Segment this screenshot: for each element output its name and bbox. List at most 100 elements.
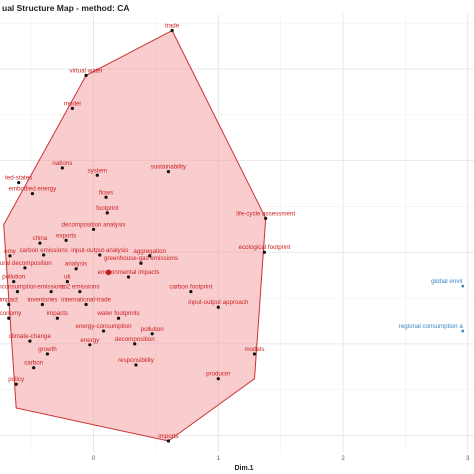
data-point bbox=[32, 366, 36, 370]
point-label: trade bbox=[165, 22, 180, 29]
data-point bbox=[45, 352, 50, 356]
point-label: policy bbox=[8, 376, 25, 383]
point-label: ecological footprint bbox=[239, 244, 291, 251]
data-point bbox=[170, 28, 174, 33]
chart-title: ual Structure Map - method: CA bbox=[2, 3, 130, 13]
point-label: aggregation bbox=[133, 248, 166, 255]
data-point bbox=[7, 316, 11, 320]
data-point bbox=[105, 211, 109, 215]
data-point bbox=[49, 290, 53, 294]
data-point bbox=[70, 106, 74, 110]
data-point bbox=[150, 332, 154, 336]
data-point bbox=[461, 284, 465, 288]
data-point bbox=[189, 290, 193, 294]
data-point bbox=[60, 166, 64, 170]
data-point bbox=[116, 316, 121, 320]
point-label: footprint bbox=[96, 205, 119, 212]
point-label: tural decomposition bbox=[0, 260, 52, 267]
point-label: models bbox=[244, 346, 264, 353]
point-label: growth bbox=[38, 346, 57, 353]
data-point bbox=[23, 266, 27, 270]
point-label: environmental impacts bbox=[98, 269, 160, 276]
data-point bbox=[216, 377, 220, 381]
point-label: imports bbox=[158, 433, 178, 440]
data-point bbox=[134, 363, 138, 367]
point-label: virtual water bbox=[69, 67, 102, 74]
data-point bbox=[262, 250, 267, 254]
data-point bbox=[55, 316, 59, 320]
point-label: uk bbox=[64, 274, 71, 281]
data-point bbox=[104, 195, 108, 199]
point-label: greenhouse-gas emissions bbox=[104, 255, 178, 262]
point-label: system bbox=[87, 167, 107, 174]
data-point bbox=[84, 73, 88, 77]
point-label: economy bbox=[0, 310, 22, 317]
point-label: carbon bbox=[24, 360, 43, 367]
data-point bbox=[148, 254, 152, 258]
point-label: china bbox=[33, 235, 48, 242]
data-point bbox=[139, 261, 143, 265]
data-point bbox=[133, 342, 137, 346]
point-label: decomposition analysis bbox=[62, 221, 126, 228]
point-label: flows bbox=[99, 189, 113, 196]
point-label: decomposition bbox=[115, 336, 155, 343]
data-point bbox=[264, 216, 268, 220]
point-label: nconsumption bbox=[0, 284, 37, 291]
point-label: water footprints bbox=[96, 310, 139, 317]
data-point bbox=[91, 227, 96, 231]
point-label: carbon footprint bbox=[169, 284, 212, 291]
data-point bbox=[17, 181, 21, 185]
point-label: international-trade bbox=[61, 296, 111, 303]
data-point bbox=[216, 305, 220, 309]
point-label: model bbox=[64, 100, 81, 107]
point-label: inventories bbox=[27, 296, 57, 303]
point-label: global envir bbox=[431, 278, 463, 285]
cluster-1-hull bbox=[3, 29, 267, 442]
point-label: nations bbox=[52, 160, 72, 167]
data-point bbox=[28, 339, 32, 343]
data-point bbox=[64, 238, 68, 242]
x-tick-label: 3 bbox=[466, 456, 470, 462]
data-point bbox=[42, 253, 46, 257]
data-point bbox=[12, 279, 16, 284]
point-label: life-cycle assessment bbox=[236, 210, 295, 217]
point-label: analysis bbox=[65, 261, 87, 268]
point-label: regional consumption a bbox=[399, 323, 464, 330]
point-label: omy bbox=[4, 248, 17, 255]
cluster-centroid bbox=[105, 269, 112, 276]
point-label: exports bbox=[56, 232, 76, 239]
data-point bbox=[8, 254, 12, 258]
data-point bbox=[14, 382, 18, 386]
x-axis-title: Dim.1 bbox=[234, 465, 253, 472]
data-point bbox=[15, 290, 20, 294]
point-label: embodied energy bbox=[9, 186, 58, 193]
point-label: sustainability bbox=[151, 164, 187, 171]
point-label: ted-states bbox=[5, 175, 32, 182]
point-label: pollution bbox=[2, 274, 26, 281]
data-point bbox=[40, 302, 45, 307]
point-label: climate-change bbox=[9, 333, 52, 340]
point-label: input-output-analysis bbox=[71, 247, 128, 254]
point-label: energy bbox=[80, 337, 100, 344]
point-label: input-output approach bbox=[188, 299, 249, 306]
data-point bbox=[84, 302, 88, 307]
data-point bbox=[101, 329, 106, 333]
point-label: impacts bbox=[47, 310, 68, 317]
point-label: emissions bbox=[37, 284, 65, 291]
data-point bbox=[88, 343, 92, 347]
data-point bbox=[74, 267, 78, 271]
point-label: co2 emissions bbox=[60, 284, 99, 291]
data-point bbox=[252, 352, 257, 356]
point-label: pollution bbox=[141, 326, 165, 333]
data-point bbox=[166, 170, 170, 174]
data-point bbox=[126, 275, 131, 279]
data-point bbox=[95, 173, 99, 177]
data-point bbox=[166, 439, 170, 443]
point-label: impact bbox=[0, 296, 18, 303]
point-label: producer bbox=[206, 371, 230, 378]
point-label: responsibility bbox=[118, 357, 155, 364]
data-point bbox=[30, 191, 35, 196]
data-point bbox=[461, 329, 465, 333]
